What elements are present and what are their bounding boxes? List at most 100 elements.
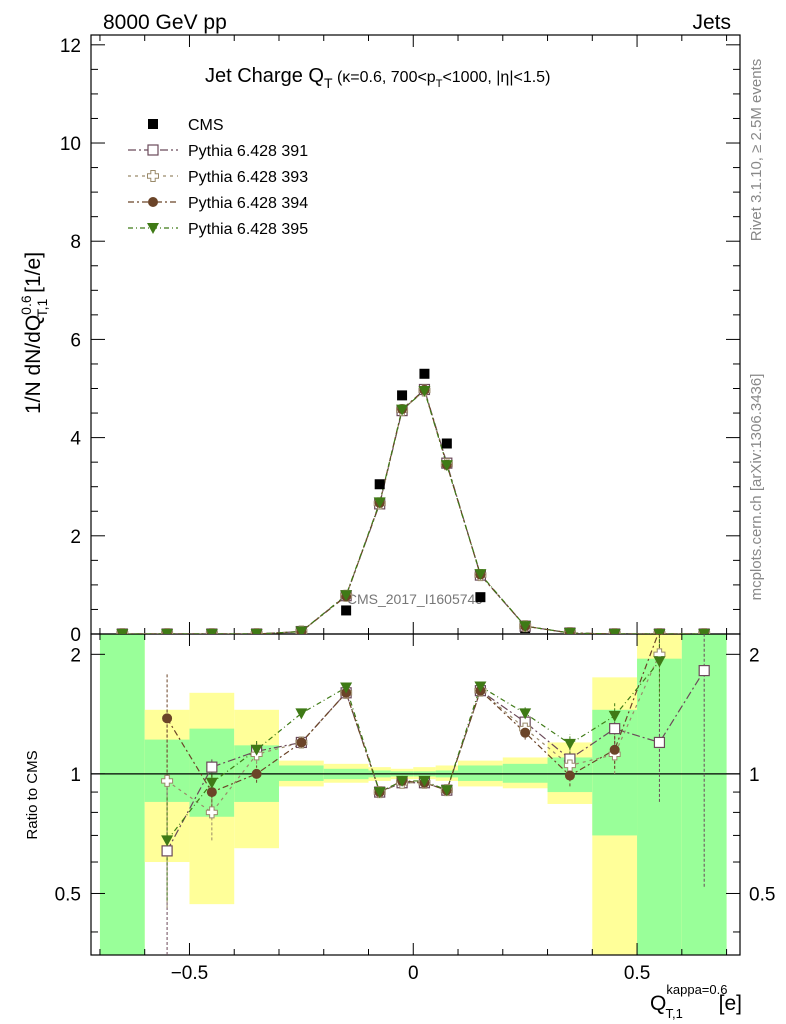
legend-marker-0 — [148, 119, 158, 129]
ratio-y-tick-label-right-1: 1 — [749, 765, 760, 786]
main-point-s4-13 — [608, 629, 621, 634]
main-point-s4-11 — [519, 621, 532, 633]
legend-label-1: Pythia 6.428 391 — [188, 143, 308, 160]
legend-label-3: Pythia 6.428 394 — [188, 195, 308, 212]
ratio-y-tick-label-right-0: 0.5 — [749, 884, 775, 905]
ratio-point-s2-11 — [520, 727, 531, 738]
main-line-series-3 — [122, 388, 705, 634]
band-inner-0 — [99, 634, 145, 955]
mcplots-reference-label: mcplots.cern.ch [arXiv:1306.3436] — [748, 374, 765, 601]
ylabel-main: 1/N dN/dQ — [22, 315, 45, 414]
ratio-point-s2-4 — [296, 737, 307, 748]
ratio-y-tick-label-0: 0.5 — [55, 884, 81, 905]
title-sub2: T — [436, 78, 443, 90]
main-y-tick-label-4: 8 — [70, 232, 81, 253]
xlabel-main: Q — [650, 992, 666, 1015]
ratio-point-s1-2 — [205, 806, 218, 819]
header-process: 8000 GeV pp — [103, 11, 227, 34]
ratio-point-s2-12 — [564, 770, 575, 781]
legend-marker-1 — [147, 144, 159, 156]
ratio-point-s3-1 — [161, 835, 174, 847]
ratio-point-s3-10 — [474, 681, 487, 693]
band-inner-11 — [502, 763, 548, 783]
ratio-point-s3-8 — [418, 775, 431, 787]
ratio-line-series-1 — [166, 654, 660, 814]
main-y-axis-label: 1/N dN/dQ0.6T,1 [1/e] — [18, 252, 50, 414]
band-inner-14 — [637, 658, 682, 955]
ratio-point-s2-1 — [162, 713, 173, 724]
mc-uncertainty-bands — [91, 634, 740, 955]
legend-label-4: Pythia 6.428 395 — [188, 221, 308, 238]
ratio-point-s3-2 — [205, 777, 218, 789]
ratio-y-tick-label-2: 2 — [70, 645, 81, 666]
ylabel-sup: 0.6 — [18, 295, 34, 315]
main-point-s4-5 — [340, 590, 353, 602]
band-inner-4 — [278, 765, 324, 781]
ratio-y-axis-label: Ratio to CMS — [24, 750, 41, 839]
main-point-s0-8 — [419, 368, 430, 379]
x-tick-label-1: 0 — [408, 963, 419, 984]
main-point-s0-6 — [374, 479, 385, 490]
ratio-point-s2-3 — [251, 768, 262, 779]
title-rest: (κ=0.6, 700<p — [333, 69, 436, 86]
xlabel-sup: kappa=0.6 — [666, 982, 727, 997]
main-point-s4-6 — [373, 497, 386, 509]
xlabel-sub: T,1 — [665, 1006, 682, 1021]
header-observable: Jets — [692, 11, 731, 34]
ratio-point-s3-12 — [563, 738, 576, 750]
ratio-point-s3-14 — [653, 656, 666, 668]
ratio-point-s3-7 — [396, 775, 409, 787]
main-point-s0-7 — [397, 390, 408, 401]
legend-marker-4 — [147, 223, 159, 234]
ratio-point-s3-9 — [440, 785, 453, 797]
main-point-s4-14 — [653, 629, 666, 634]
main-point-s4-1 — [161, 629, 174, 634]
ratio-point-s0-13 — [609, 723, 621, 735]
main-point-s4-12 — [563, 628, 576, 634]
main-point-s4-10 — [474, 569, 487, 581]
legend-marker-3 — [148, 197, 158, 207]
x-axis-label: Qkappa=0.6 T,1 [e] — [650, 982, 742, 1021]
main-point-s0-9 — [441, 438, 452, 449]
ratio-plot-frame — [90, 633, 741, 956]
ratio-point-s3-5 — [340, 682, 353, 694]
title-rest2: <1000, |η|<1.5) — [442, 69, 550, 86]
main-y-tick-label-3: 6 — [70, 330, 81, 351]
ratio-y-tick-label-right-2: 2 — [749, 645, 760, 666]
legend-marker-2 — [147, 170, 159, 182]
ratio-point-s3-11 — [519, 708, 532, 720]
main-point-s0-5 — [341, 605, 352, 616]
legend-label-0: CMS — [188, 117, 224, 134]
ratio-point-s0-2 — [206, 761, 218, 773]
ratio-point-s3-4 — [295, 708, 308, 720]
main-point-s4-9 — [440, 460, 453, 472]
ratio-line-series-2 — [166, 634, 659, 793]
legend: CMS Pythia 6.428 391 Pythia 6.428 393 Pythi… — [128, 117, 308, 238]
ratio-point-s1-1 — [161, 774, 174, 787]
ratio-point-s2-2 — [206, 787, 217, 798]
ratio-line-series-3 — [166, 660, 660, 841]
main-y-tick-label-0: 0 — [70, 625, 81, 646]
band-inner-10 — [458, 765, 503, 781]
ratio-point-s0-14 — [653, 736, 666, 749]
title-main: Jet Charge Q — [205, 65, 324, 87]
main-y-tick-label-6: 12 — [60, 36, 81, 57]
main-y-tick-label-1: 2 — [70, 527, 81, 548]
ratio-point-s0-15 — [698, 664, 710, 677]
main-series — [116, 368, 711, 634]
main-y-tick-label-5: 10 — [60, 134, 81, 155]
main-point-s4-0 — [116, 629, 129, 634]
x-tick-label-0: −0.5 — [171, 963, 209, 984]
main-point-s4-7 — [396, 404, 409, 416]
ylabel-unit: [1/e] — [22, 252, 45, 299]
ratio-point-s2-14 — [656, 634, 663, 636]
x-tick-label-2: 0.5 — [624, 963, 650, 984]
ratio-point-s2-13 — [609, 744, 620, 755]
main-line-series-4 — [122, 389, 705, 634]
ratio-y-tick-label-1: 1 — [70, 765, 81, 786]
main-point-s0-10 — [475, 592, 486, 603]
main-point-s4-15 — [698, 629, 711, 634]
main-point-s4-4 — [295, 626, 308, 634]
